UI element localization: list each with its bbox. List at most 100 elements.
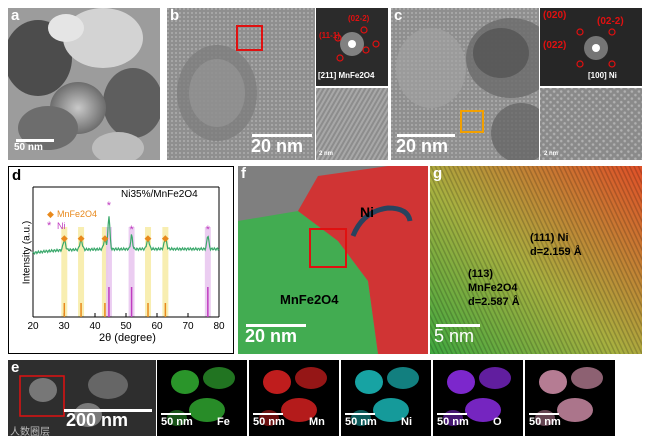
ni-d: d=2.159 Å	[530, 246, 582, 258]
x-tick-label: 50	[120, 321, 132, 332]
x-tick-label: 60	[151, 321, 163, 332]
mnfe-d: d=2.587 Å	[468, 296, 520, 308]
eds-map: 50 nm Mn	[249, 360, 339, 436]
panel-g-image	[430, 166, 642, 354]
fft-caption: [211] MnFe2O4	[318, 71, 375, 80]
panel-e-image	[8, 360, 156, 436]
panel-c: c 20 nm	[391, 8, 539, 160]
panel-b-fft: (02-2) (11-1) [211] MnFe2O4	[316, 8, 388, 86]
element-label: Ni	[401, 416, 412, 428]
eds-map-image	[157, 360, 247, 436]
xrd-chart: 20 30 40 50 60 70 80◆ ◆ ◆ ◆ ◆** *	[27, 186, 225, 332]
element-label: O	[493, 416, 502, 428]
eds-map-image	[525, 360, 615, 436]
panel-label: g	[433, 166, 443, 182]
element-label: Fe	[217, 416, 230, 428]
legend-marker-ni: *	[47, 220, 52, 232]
hr-lattice	[540, 88, 642, 160]
scale-label: 5 nm	[434, 326, 475, 346]
panel-c-hr: 2 nm	[540, 88, 642, 160]
ni-peak-marker: *	[107, 200, 112, 212]
panel-c-image	[391, 8, 539, 160]
mnfe-peak-marker: ◆	[78, 233, 85, 243]
panel-label: a	[11, 8, 20, 24]
scale-bar	[253, 413, 283, 415]
legend-label-mnfe: MnFe2O4	[57, 209, 98, 219]
scale-label: 50 nm	[161, 416, 193, 428]
panel-label: d	[12, 167, 22, 184]
legend-label-ni: Ni	[57, 221, 66, 231]
mnfe-label: MnFe2O4	[280, 292, 339, 307]
scale-label: 20 nm	[245, 326, 298, 346]
panel-e: e 200 nm 人数圈层	[8, 360, 156, 436]
fft-spot-label: (11-1)	[319, 31, 340, 40]
eds-map-image	[341, 360, 431, 436]
panel-label: f	[241, 166, 246, 182]
scale-bar	[437, 413, 467, 415]
scale-label: 20 nm	[251, 136, 304, 156]
mnfe-peak-band	[61, 227, 68, 317]
panel-d-chart: d 20 30 40 50 60 70 80 ◆ ◆ ◆ ◆ ◆ * * * Ni35%/MnFe2O4 ◆…	[8, 166, 234, 354]
xrd-curve	[32, 216, 220, 255]
legend-marker-mnfe: ◆	[47, 209, 54, 219]
scale-bar	[161, 413, 191, 415]
x-axis-label: 2θ (degree)	[99, 332, 156, 344]
mnfe-peak-band	[78, 227, 85, 317]
scale-bar	[64, 409, 152, 412]
panel-c-fft: (020) (02-2) (022) [100] Ni	[540, 8, 642, 86]
ni-peak-band	[204, 227, 211, 317]
panel-label: e	[11, 360, 20, 376]
panel-b-hr: 2 nm	[316, 88, 388, 160]
eds-map-image	[433, 360, 523, 436]
eds-map: 50 nm Ni	[341, 360, 431, 436]
scale-label: 50 nm	[345, 416, 377, 428]
fft-spot-label: (022)	[543, 40, 567, 51]
x-tick-label: 30	[58, 321, 70, 332]
ni-peak-band	[105, 227, 112, 317]
y-axis-label: Intensity (a.u.)	[21, 220, 33, 285]
x-tick-label: 70	[182, 321, 194, 332]
scale-bar	[436, 324, 480, 327]
scale-label: 50 nm	[437, 416, 469, 428]
scale-label: 20 nm	[396, 136, 449, 156]
chart-title: Ni35%/MnFe2O4	[121, 189, 198, 200]
scale-label: 50 nm	[14, 142, 43, 153]
panel-a: a 50 nm	[8, 8, 160, 160]
scale-bar	[345, 413, 375, 415]
panel-label: b	[170, 8, 180, 24]
x-tick-label: 20	[27, 321, 39, 332]
eds-map: 50 nm Fe	[157, 360, 247, 436]
scale-label: 2 nm	[544, 151, 559, 157]
scale-bar	[529, 413, 559, 415]
x-tick-label: 80	[213, 321, 225, 332]
fft-spot-label: (020)	[543, 10, 567, 21]
element-label: Mn	[309, 416, 325, 428]
ni-label: Ni	[360, 204, 374, 220]
scale-bar	[397, 134, 455, 137]
ni-peak-marker: *	[129, 224, 134, 236]
panel-b: b 20 nm	[167, 8, 315, 160]
mnfe-peak-band	[101, 227, 108, 317]
fft-caption: [100] Ni	[588, 71, 617, 80]
mnfe-peak-marker: ◆	[145, 233, 152, 243]
mnfe-plane: (113)	[468, 268, 494, 280]
scale-bar	[252, 134, 312, 137]
fft-spot-label: (02-2)	[597, 16, 624, 27]
mnfe-name: MnFe2O4	[468, 282, 518, 294]
panel-f-image	[238, 166, 428, 354]
panel-f: f Ni MnFe2O4 20 nm	[238, 166, 428, 354]
mnfe-peak-marker: ◆	[61, 233, 68, 243]
scale-label: 50 nm	[253, 416, 285, 428]
ni-peak-band	[128, 227, 135, 317]
mnfe-peak-marker: ◆	[162, 233, 169, 243]
mnfe-peak-marker: ◆	[101, 233, 108, 243]
fft-pattern	[540, 8, 642, 86]
watermark: 人数圈层	[10, 427, 50, 436]
panel-label: c	[394, 8, 403, 24]
scale-bar	[16, 139, 54, 142]
eds-map: 50 nm O	[433, 360, 523, 436]
fft-pattern	[316, 8, 388, 86]
panel-a-image	[8, 8, 160, 160]
panel-g: g (111) Ni d=2.159 Å (113) MnFe2O4 d=2.5…	[430, 166, 642, 354]
scale-label: 200 nm	[66, 410, 129, 430]
